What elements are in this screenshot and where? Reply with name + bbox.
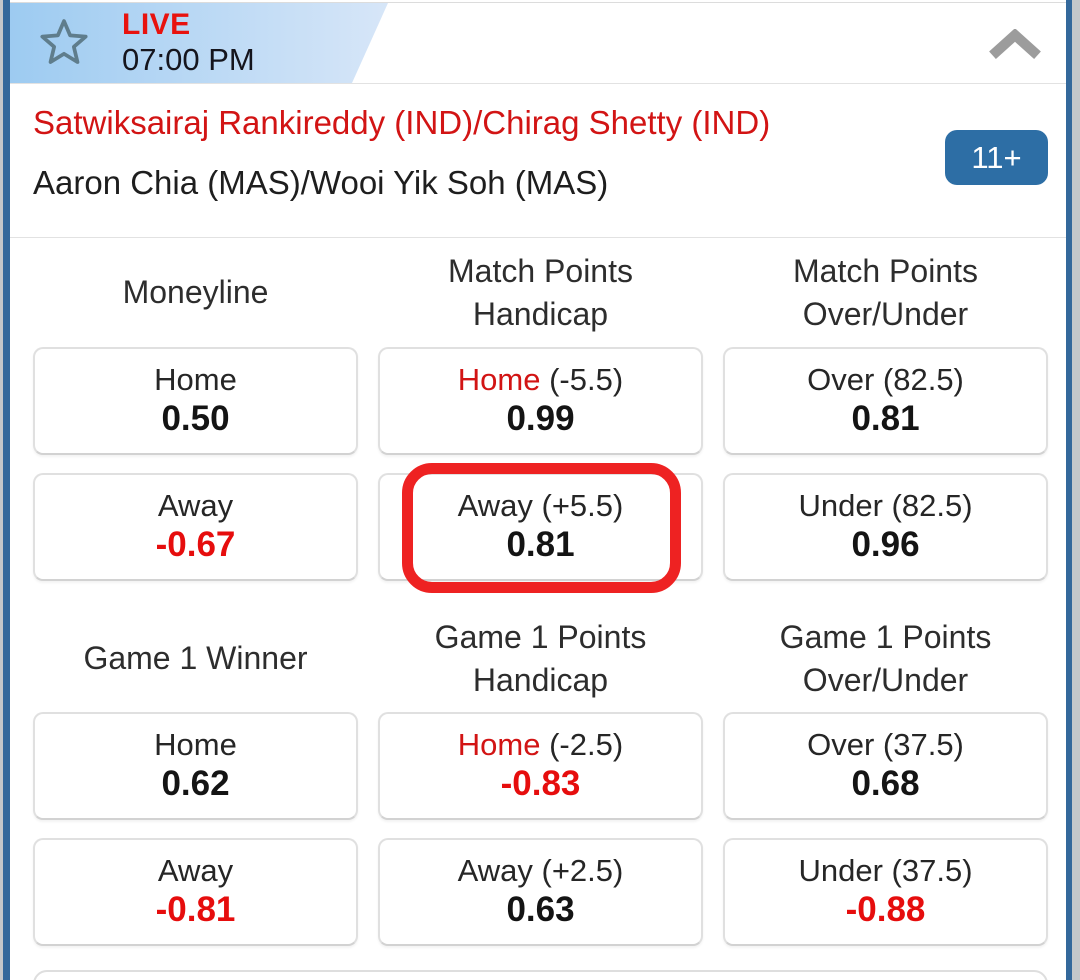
market-group: Moneyline Match Points Handicap Match Point… (33, 238, 1048, 593)
selection-label: Away (157, 852, 234, 888)
market-title: Moneyline (122, 274, 269, 310)
selection-button[interactable]: Away -0.67 (33, 473, 358, 581)
right-blue-border (1066, 0, 1072, 980)
selection-odds: 0.68 (851, 764, 920, 804)
selection-button[interactable]: Home 0.62 (33, 712, 358, 820)
selection-label: Home (-5.5) (457, 361, 624, 397)
selection-row: Away -0.81 Away (+2.5) 0.63 Under (37.5) -0.8… (33, 838, 1048, 946)
selection-row: Away -0.67 Away (+5.5) 0.81 Under (82.5) 0.96 (33, 463, 1048, 593)
selection-label: Under (82.5) (798, 487, 973, 523)
selection-button[interactable]: Home 0.50 (33, 347, 358, 455)
selection-button[interactable]: Away (+2.5) 0.63 (378, 838, 703, 946)
selection-row: Home 0.50 Home (-5.5) 0.99 Over (82.5) 0.81 (33, 347, 1048, 455)
live-badge: LIVE (122, 8, 191, 41)
market-title: Game 1 Points Over/Under (779, 618, 992, 698)
selection-odds: -0.88 (845, 890, 926, 930)
selection-label: Away (+2.5) (457, 852, 624, 888)
card-top-border (10, 2, 1066, 3)
selection-label: Over (82.5) (807, 361, 964, 397)
selection-odds: 0.81 (506, 525, 575, 565)
team-away-name: Aaron Chia (MAS)/Wooi Yik Soh (MAS) (33, 164, 609, 201)
partial-next-row[interactable] (33, 970, 1048, 980)
selection-label: Away (157, 487, 234, 523)
selection-button[interactable]: Over (37.5) 0.68 (723, 712, 1048, 820)
collapse-button[interactable] (980, 24, 1050, 68)
title-divider (10, 237, 1066, 238)
selection-label: Home (-2.5) (457, 726, 624, 762)
live-header-band (10, 3, 388, 83)
match-time: 07:00 PM (122, 42, 255, 77)
selection-button[interactable]: Away -0.81 (33, 838, 358, 946)
selection-button[interactable]: Away (+5.5) 0.81 (378, 463, 703, 593)
selection-odds: 0.81 (851, 399, 920, 439)
selection-odds: 0.96 (851, 525, 920, 565)
right-outer-border (1072, 0, 1080, 980)
team-home-name: Satwiksairaj Rankireddy (IND)/Chirag She… (33, 104, 771, 141)
left-outer-border (0, 0, 3, 980)
selection-row: Home 0.62 Home (-2.5) -0.83 Over (37.5) 0.68 (33, 712, 1048, 820)
more-markets-badge[interactable]: 11+ (945, 130, 1048, 185)
selection-button[interactable]: Under (82.5) 0.96 (723, 473, 1048, 581)
selection-button[interactable]: Home (-2.5) -0.83 (378, 712, 703, 820)
selection-odds: -0.67 (155, 525, 236, 565)
selection-label: Away (+5.5) (457, 487, 624, 523)
selection-odds: -0.81 (155, 890, 236, 930)
market-title: Match Points Handicap (448, 252, 633, 332)
star-icon (36, 19, 92, 75)
left-blue-border (3, 0, 10, 980)
selection-label: Home (154, 361, 237, 397)
header-divider (10, 83, 1066, 84)
selection-label: Under (37.5) (798, 852, 973, 888)
selection-odds: -0.83 (500, 764, 581, 804)
market-group: Game 1 Winner Game 1 Points Handicap Game 1… (33, 605, 1048, 946)
favorite-star-button[interactable] (36, 15, 92, 71)
market-title: Game 1 Winner (83, 640, 308, 676)
market-title: Match Points Over/Under (793, 252, 978, 332)
selection-label: Home (154, 726, 237, 762)
selection-odds: 0.62 (161, 764, 230, 804)
chevron-up-icon (988, 27, 1042, 64)
selection-odds: 0.63 (506, 890, 575, 930)
selection-button[interactable]: Home (-5.5) 0.99 (378, 347, 703, 455)
market-title: Game 1 Points Handicap (434, 618, 647, 698)
selection-label: Over (37.5) (807, 726, 964, 762)
selection-button[interactable]: Under (37.5) -0.88 (723, 838, 1048, 946)
selection-odds: 0.50 (161, 399, 230, 439)
selection-odds: 0.99 (506, 399, 575, 439)
selection-button[interactable]: Over (82.5) 0.81 (723, 347, 1048, 455)
markets: Moneyline Match Points Handicap Match Point… (33, 238, 1048, 946)
